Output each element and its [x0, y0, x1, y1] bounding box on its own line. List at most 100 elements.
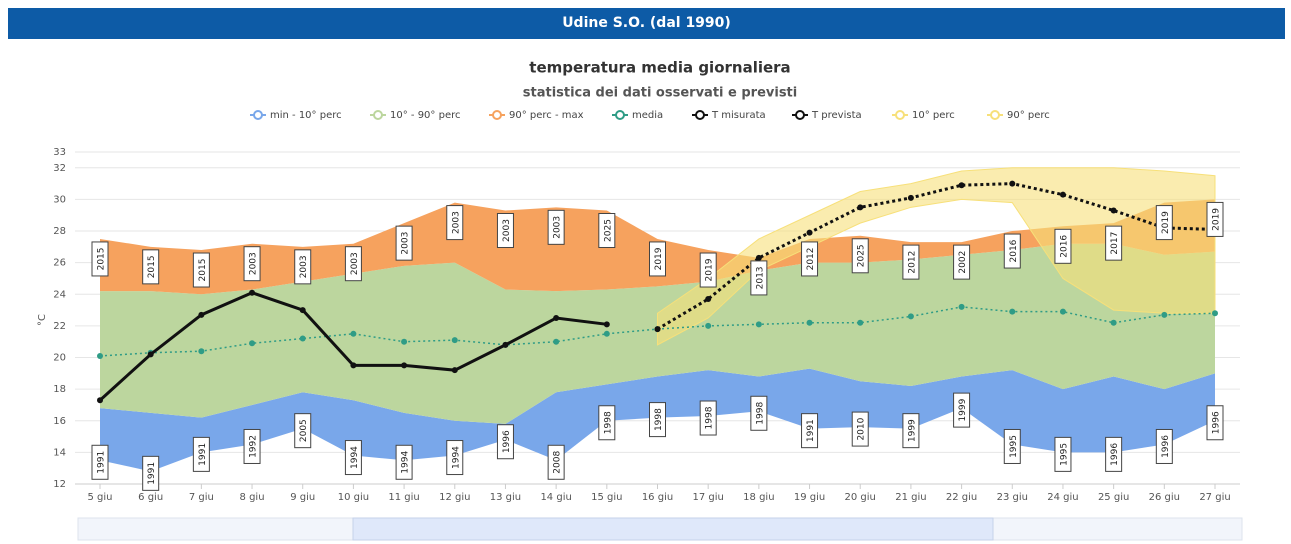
- record-label: 2015: [192, 252, 210, 288]
- point: [755, 254, 762, 261]
- record-box: [192, 436, 210, 472]
- record-box: [1003, 233, 1021, 269]
- record-year: 2005: [299, 419, 309, 442]
- point: [299, 307, 306, 314]
- point: [857, 204, 864, 211]
- record-year: 2003: [401, 232, 411, 255]
- record-box: [953, 244, 971, 280]
- point: [198, 311, 205, 318]
- record-year: 2015: [198, 259, 208, 282]
- record-year: 2015: [97, 247, 107, 270]
- line: [656, 182, 1216, 331]
- record-box: [547, 444, 565, 480]
- record-label: 2012: [902, 244, 920, 280]
- record-box: [801, 413, 819, 449]
- x-tick-label: 13 giu: [490, 492, 521, 503]
- point: [857, 319, 864, 326]
- legend-label: min - 10° perc: [270, 110, 342, 121]
- point: [958, 303, 965, 310]
- record-box: [1054, 228, 1072, 264]
- record-box: [243, 246, 261, 282]
- record-label: 1991: [192, 436, 210, 472]
- record-year: 1998: [705, 406, 715, 429]
- point: [249, 340, 256, 347]
- point: [401, 338, 408, 345]
- record-year: 1991: [806, 419, 816, 442]
- point: [1212, 310, 1218, 317]
- legend-label: 10° perc: [912, 110, 955, 121]
- navigator-window[interactable]: [352, 517, 994, 541]
- record-box: [699, 252, 717, 288]
- record-year: 1998: [603, 411, 613, 434]
- x-tick-label: 19 giu: [794, 492, 825, 503]
- record-year: 1999: [958, 398, 968, 421]
- x-tick-label: 8 giu: [240, 492, 265, 503]
- point: [451, 367, 458, 374]
- record-year: 1994: [451, 446, 461, 469]
- record-box: [649, 402, 666, 438]
- record-year: 2025: [857, 244, 867, 267]
- record-label: 1996: [1155, 428, 1173, 464]
- record-year: 1996: [502, 430, 512, 453]
- record-box: [395, 444, 413, 480]
- record-box: [598, 405, 616, 441]
- record-label: 1991: [142, 455, 160, 491]
- x-tick-label: 21 giu: [895, 492, 926, 503]
- record-label: 1994: [344, 440, 362, 476]
- record-box: [142, 249, 160, 285]
- record-label: 2005: [294, 413, 312, 449]
- record-label: 2025: [598, 212, 616, 248]
- record-year: 2003: [350, 252, 360, 275]
- record-year: 2003: [249, 252, 259, 275]
- record-box: [243, 428, 261, 464]
- x-tick-label: 20 giu: [845, 492, 876, 503]
- point: [705, 322, 712, 329]
- record-label: 1998: [699, 400, 717, 436]
- record-label: 1995: [1054, 436, 1072, 472]
- record-year: 1991: [97, 451, 107, 474]
- record-box: [395, 225, 413, 261]
- record-year: 2003: [553, 216, 563, 239]
- point: [806, 229, 813, 236]
- record-year: 2012: [907, 251, 917, 274]
- record-label: 2015: [91, 241, 109, 277]
- record-year: 1998: [755, 402, 765, 425]
- x-tick-label: 7 giu: [189, 492, 214, 503]
- legend-label: 10° - 90° perc: [390, 110, 460, 121]
- x-tick-label: 6 giu: [138, 492, 163, 503]
- record-label: 1995: [1003, 428, 1021, 464]
- point: [249, 289, 256, 296]
- point: [350, 362, 357, 369]
- record-year: 2003: [299, 255, 309, 278]
- y-tick-label: 28: [53, 226, 66, 237]
- point: [907, 313, 914, 320]
- record-year: 2015: [147, 255, 157, 278]
- record-box: [902, 413, 920, 449]
- record-label: 2003: [294, 249, 312, 285]
- record-label: 2016: [1003, 233, 1021, 269]
- x-tick-label: 9 giu: [290, 492, 315, 503]
- x-tick-label: 27 giu: [1199, 492, 1230, 503]
- record-box: [91, 444, 109, 480]
- legend-marker: [253, 110, 263, 120]
- record-year: 2003: [451, 211, 461, 234]
- record-year: 1996: [1161, 435, 1171, 458]
- x-tick-label: 5 giu: [87, 492, 112, 503]
- record-year: 1994: [350, 446, 360, 469]
- x-tick-label: 16 giu: [642, 492, 673, 503]
- record-label: 2008: [547, 444, 565, 480]
- legend-marker: [492, 110, 502, 120]
- record-year: 1999: [907, 419, 917, 442]
- record-box: [1054, 436, 1072, 472]
- record-label: 2019: [649, 241, 666, 277]
- record-label: 1992: [243, 428, 261, 464]
- record-label: 1996: [1206, 405, 1224, 441]
- record-label: 1994: [446, 440, 464, 476]
- record-year: 1995: [1009, 435, 1019, 458]
- record-label: 1996: [496, 424, 514, 460]
- record-label: 1991: [91, 444, 109, 480]
- record-label: 2002: [953, 244, 971, 280]
- record-box: [496, 424, 514, 460]
- point: [1009, 180, 1016, 187]
